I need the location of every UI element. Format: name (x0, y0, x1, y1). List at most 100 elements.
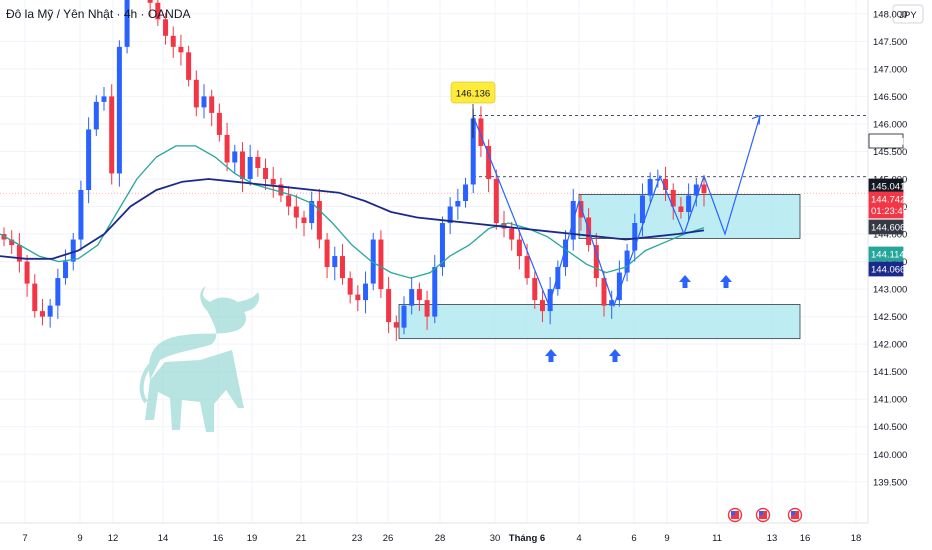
time-tick-label: 11 (712, 533, 722, 544)
candle-body (86, 129, 92, 190)
bull-illustration (139, 286, 260, 432)
candle-body (470, 118, 476, 185)
candle-body (363, 283, 369, 301)
candle-body (193, 79, 199, 108)
arrow-up-icon (720, 275, 732, 288)
candle-body (9, 239, 15, 246)
price-tag-red (868, 191, 904, 219)
candle-body (39, 311, 45, 317)
price-tag-value: 144.606 (871, 223, 905, 234)
projection-line (472, 115, 761, 308)
time-axis: 7 9 12 14 16 19 21 23 26 28 30 Tháng 6 4 6 9 11 13 16 18 (0, 522, 868, 550)
candle-body (16, 245, 22, 262)
candle-body (78, 189, 84, 240)
candle-body (93, 101, 99, 130)
candle-body (647, 178, 653, 196)
bull-legs (145, 350, 244, 432)
candle-body (678, 206, 684, 213)
time-tick-label: 30 (490, 533, 501, 544)
candle-body (424, 300, 430, 317)
candle-body (24, 261, 30, 284)
time-tick-label: 21 (296, 533, 307, 544)
grid (0, 0, 868, 523)
candle-body (63, 261, 69, 279)
candle-body (447, 206, 453, 224)
candle-body (201, 96, 207, 108)
time-tick-label: 16 (213, 533, 224, 544)
price-tick-label: 144.000 (873, 230, 907, 241)
candle-body (663, 178, 669, 190)
price-callout: 146.136 (450, 81, 496, 138)
candle-body (670, 189, 676, 207)
flag-canton (759, 511, 763, 515)
candle-body (170, 35, 176, 47)
candle-body (55, 278, 61, 306)
countdown-timer: 01:23:49 (871, 206, 908, 217)
us-flag-icon[interactable] (727, 507, 743, 523)
time-tick-label: 6 (631, 533, 636, 544)
price-tag-navy (868, 261, 904, 277)
candle-body (101, 96, 107, 102)
candle-body (509, 228, 515, 240)
candle-body (693, 184, 699, 196)
projection-path (472, 114, 761, 308)
time-tick-label: 23 (352, 533, 363, 544)
price-tick-label: 145.500 (873, 147, 907, 158)
symbol-title: Đô la Mỹ / Yên Nhật · 4h · OANDA (6, 7, 191, 21)
price-tick-label: 142.000 (873, 340, 907, 351)
candle-body (409, 289, 415, 306)
flag-canton (731, 511, 735, 515)
arrow-up-icon (679, 275, 691, 288)
candle-body (501, 223, 507, 229)
candle-body (355, 294, 361, 301)
price-tick-label: 147.500 (873, 37, 907, 48)
candle-body (624, 250, 630, 273)
candle-body (455, 201, 461, 207)
price-tag-value: 146.151 (871, 137, 905, 148)
candle-body (532, 278, 538, 301)
candle-body (70, 239, 76, 262)
price-tag-white (868, 133, 904, 149)
candle-body (232, 151, 238, 163)
event-flags (727, 507, 803, 523)
demand-zone (398, 304, 801, 340)
us-flag-icon[interactable] (787, 507, 803, 523)
time-tick-label: 13 (767, 533, 778, 544)
candle-body (563, 239, 569, 268)
candle-body (316, 201, 322, 240)
time-tick-label: 9 (664, 533, 669, 544)
candle-body (524, 256, 530, 279)
arrow-up-icon (545, 349, 557, 362)
candle-body (116, 46, 122, 174)
price-tick-label: 146.000 (873, 119, 907, 130)
flag-canton (791, 511, 795, 515)
price-tick-label: 143.000 (873, 285, 907, 296)
candle-body (255, 156, 261, 168)
candle-body (239, 151, 245, 179)
time-tick-label: 12 (108, 533, 119, 544)
candle-body (309, 201, 315, 224)
us-flag-icon[interactable] (755, 507, 771, 523)
currency-label[interactable]: JPY (899, 10, 917, 21)
ma-fast-line (0, 145, 705, 279)
price-tick-label: 146.500 (873, 92, 907, 103)
candle-body (270, 178, 276, 185)
candle-body (147, 0, 153, 3)
price-tag-value: 144.066 (871, 265, 905, 276)
callout-box (450, 81, 496, 104)
candle-body (555, 267, 561, 290)
bull-icon (139, 286, 260, 432)
candle-body (209, 96, 215, 113)
time-tick-label: 28 (435, 533, 446, 544)
candle-body (416, 289, 422, 301)
signal-arrows (545, 275, 732, 362)
bull-tail (139, 354, 162, 404)
candle-body (578, 201, 584, 218)
demand-zones (398, 193, 801, 340)
candle-body (163, 19, 169, 36)
candle-body (393, 322, 399, 328)
candle-body (286, 195, 292, 207)
price-tag-dark (868, 219, 904, 235)
